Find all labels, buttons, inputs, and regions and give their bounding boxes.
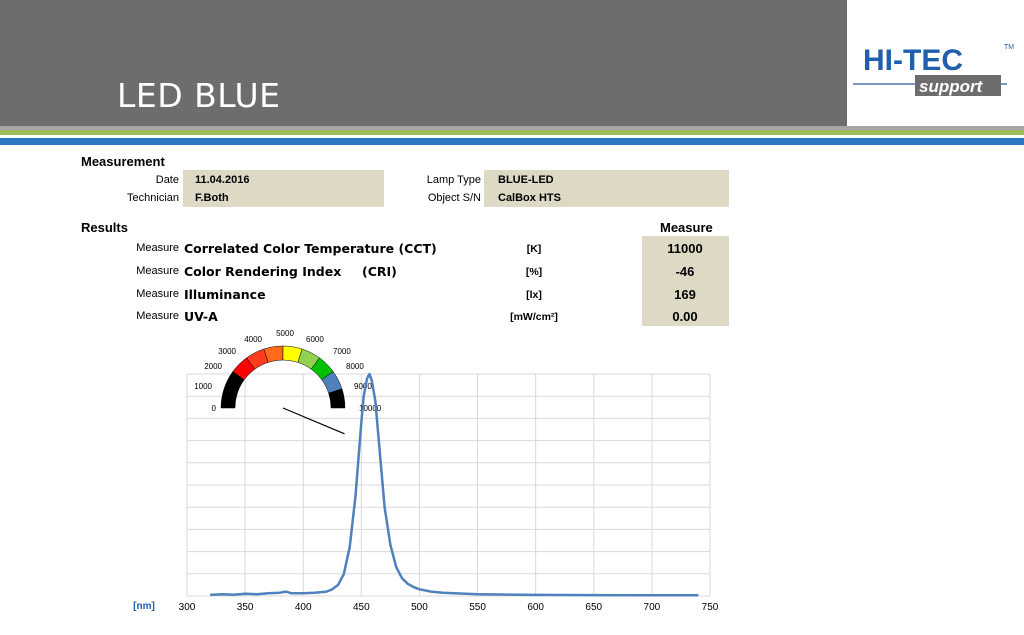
cri-value: -46	[675, 264, 695, 279]
divider-stripe-gray	[0, 126, 1024, 130]
technician-value: F.Both	[195, 192, 229, 204]
header-bar	[0, 0, 847, 126]
date-value: 11.04.2016	[195, 174, 250, 186]
measurement-heading: Measurement	[81, 154, 165, 169]
x-axis: 300 350 400 450 500 550 600 650 700 750 [nm]	[133, 601, 719, 613]
gauge-label: 3000	[218, 347, 236, 356]
measure-column-header: Measure	[660, 220, 713, 235]
uva-name: UV-A	[184, 309, 218, 324]
illuminance-unit: [lx]	[526, 289, 542, 301]
gauge-label: 6000	[306, 335, 324, 344]
divider-stripe-blue	[0, 138, 1024, 145]
x-tick-label: 600	[527, 602, 544, 613]
object-sn-field	[484, 189, 729, 207]
date-label: Date	[155, 174, 179, 186]
gauge-label: 8000	[346, 362, 364, 371]
logo-tm: TM	[1004, 44, 1014, 51]
lamp-type-label: Lamp Type	[426, 174, 481, 186]
x-axis-label: [nm]	[133, 601, 155, 612]
illuminance-value: 169	[674, 287, 696, 302]
chart-grid	[186, 373, 711, 597]
illuminance-name: Illuminance	[184, 287, 266, 302]
divider-stripe-green	[0, 130, 1024, 135]
gauge-label: 0	[212, 404, 217, 413]
lamp-type-value: BLUE-LED	[498, 174, 554, 186]
cct-gauge: 0 1000 2000 3000 4000 5000 6000 7000 8000 9000 100…	[194, 329, 382, 435]
spectrum-line	[210, 372, 699, 597]
results-heading: Results	[81, 220, 128, 235]
logo-area: HI-TEC TM support	[847, 0, 1024, 126]
x-tick-label: 400	[295, 602, 312, 613]
gauge-label: 9000	[354, 382, 372, 391]
x-tick-label: 450	[353, 602, 370, 613]
technician-label: Technician	[127, 192, 179, 204]
cri-unit: [%]	[525, 266, 543, 278]
gauge-label: 5000	[276, 329, 294, 338]
results-value-column	[642, 236, 729, 326]
object-sn-value: CalBox HTS	[498, 192, 561, 204]
date-field	[183, 170, 384, 189]
gauge-label: 1000	[194, 382, 212, 391]
cct-name: Correlated Color Temperature (CCT)	[184, 241, 437, 256]
uva-value: 0.00	[672, 309, 698, 324]
row-prefix: Measure	[136, 265, 179, 277]
x-tick-label: 500	[411, 602, 428, 613]
x-tick-label: 350	[237, 602, 254, 613]
uva-unit: [mW/cm²]	[510, 311, 558, 323]
gauge-label: 4000	[244, 335, 262, 344]
gauge-label: 7000	[333, 347, 351, 356]
spectrum-series	[210, 372, 699, 597]
gauge-needle	[282, 407, 345, 435]
cri-abbr: (CRI)	[362, 264, 397, 279]
slide-title: LED BLUE	[117, 76, 281, 115]
x-tick-label: 750	[702, 602, 719, 613]
x-tick-label: 700	[644, 602, 661, 613]
logo-sub-text: support	[919, 77, 984, 96]
object-sn-label: Object S/N	[427, 192, 481, 204]
x-tick-label: 550	[469, 602, 486, 613]
gauge-label: 10000	[359, 404, 382, 413]
gauge-segment	[328, 388, 346, 409]
x-tick-label: 650	[585, 602, 602, 613]
lamp-type-field	[484, 170, 729, 189]
cri-name: Color Rendering Index	[184, 264, 342, 279]
cct-value: 11000	[667, 241, 703, 256]
gauge-label: 2000	[204, 362, 222, 371]
row-prefix: Measure	[136, 288, 179, 300]
logo-main-text: HI-TEC	[863, 44, 963, 77]
row-prefix: Measure	[136, 310, 179, 322]
hitec-logo: HI-TEC TM support	[853, 44, 1014, 96]
technician-field	[183, 189, 384, 207]
cct-unit: [K]	[526, 243, 542, 255]
row-prefix: Measure	[136, 242, 179, 254]
x-tick-label: 300	[179, 602, 196, 613]
